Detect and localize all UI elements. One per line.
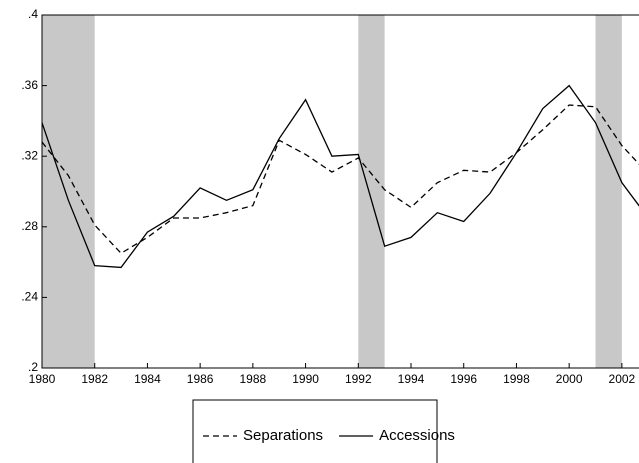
axes: 1980 1982 1984 1986 1988 1990 1992 1994 1996 1998… xyxy=(21,7,639,386)
x-tick-label: 1990 xyxy=(292,372,319,386)
x-tick-label: 1980 xyxy=(29,372,56,386)
x-tick-label: 1998 xyxy=(503,372,530,386)
x-tick-label: 2002 xyxy=(609,372,636,386)
x-tick-label: 1994 xyxy=(398,372,425,386)
x-tick-label: 1996 xyxy=(450,372,477,386)
x-tick-label: 1984 xyxy=(134,372,161,386)
plot-area xyxy=(42,15,639,368)
legend: Separations Accessions xyxy=(192,399,455,463)
y-tick-label: .28 xyxy=(21,219,38,233)
x-tick-label: 2000 xyxy=(556,372,583,386)
legend-label: Accessions xyxy=(379,427,455,444)
y-tick-label: .2 xyxy=(28,360,38,374)
x-tick-label: 1986 xyxy=(187,372,214,386)
series-line xyxy=(42,104,639,255)
x-tick-label: 1988 xyxy=(240,372,267,386)
y-tick-label: .32 xyxy=(21,148,38,162)
legend-frame xyxy=(192,399,438,463)
x-tick-label: 1992 xyxy=(345,372,372,386)
legend-label: Separations xyxy=(243,427,323,444)
shaded-period xyxy=(42,15,95,368)
y-tick-label: .4 xyxy=(28,7,38,21)
shaded-period xyxy=(358,15,385,368)
y-tick-label: .24 xyxy=(21,290,38,304)
x-tick-label: 1982 xyxy=(81,372,108,386)
shaded-period xyxy=(595,15,622,368)
y-tick-label: .36 xyxy=(21,78,38,92)
plot-frame xyxy=(41,14,639,369)
series-line xyxy=(42,84,639,269)
